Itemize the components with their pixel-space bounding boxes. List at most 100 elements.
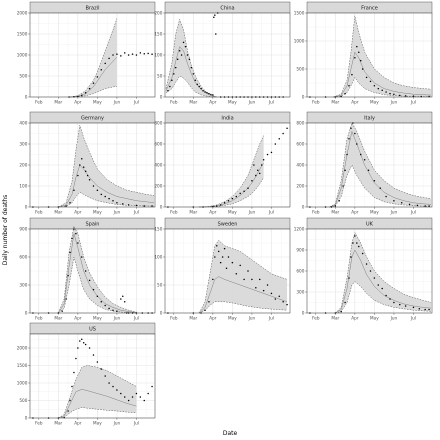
band-upper-line-sweden [198, 239, 288, 314]
data-point-sweden [204, 309, 206, 311]
data-point-sweden [214, 256, 216, 258]
data-point-germany [81, 157, 83, 160]
x-tick-label: May [228, 100, 237, 105]
data-point-brazil [100, 68, 103, 71]
y-tick-label: 0 [25, 95, 28, 100]
band-upper-line-china [165, 18, 217, 98]
band-upper-line-france [333, 15, 432, 98]
data-point-sweden [239, 264, 241, 267]
data-point-india [274, 143, 277, 145]
data-point-germany [100, 193, 103, 196]
y-tick-label: 600 [296, 269, 304, 274]
y-tick-label: 300 [296, 290, 304, 295]
y-tick-label: 0 [25, 416, 28, 421]
data-point-china [212, 94, 214, 96]
data-point-uk [373, 277, 376, 279]
data-point-brazil [120, 55, 122, 57]
data-point-us [151, 385, 153, 388]
data-point-us [79, 340, 81, 342]
band-upper-line-brazil [70, 18, 118, 98]
y-tick-label: 2000 [17, 11, 28, 16]
data-point-china [214, 14, 216, 16]
y-tick-label: 1000 [17, 381, 28, 386]
y-tick-label: 1500 [294, 11, 305, 16]
y-tick-label: 400 [296, 163, 304, 168]
data-point-germany [86, 174, 89, 177]
y-tick-label: 0 [302, 311, 305, 316]
panel-france: France 0 500 1000 1500 Feb Mar Apr May Jun Jul [294, 1, 433, 105]
x-tick-label: Feb [170, 316, 178, 321]
data-point-italy [334, 205, 337, 207]
data-point-us [143, 399, 146, 402]
x-tick-label: Jun [248, 100, 256, 105]
band-lower-line-uk [335, 281, 432, 314]
data-point-germany [73, 189, 75, 191]
data-point-us [75, 357, 77, 360]
y-axis-title: Daily number of deaths [2, 195, 9, 266]
x-tick-label: Jul [133, 100, 139, 105]
data-point-china [176, 58, 179, 60]
x-tick-label: Apr [351, 316, 359, 321]
data-point-france [373, 85, 376, 87]
data-point-spain [61, 310, 63, 312]
data-point-france [399, 94, 401, 97]
y-tick-label: 200 [154, 184, 162, 189]
data-point-us [120, 392, 122, 395]
data-point-italy [342, 185, 344, 187]
data-point-uk [418, 308, 421, 310]
panel-us: US 0 500 1000 1500 2000 Feb Mar Apr May Jun Jul [17, 322, 156, 426]
data-point-germany [104, 195, 106, 198]
data-point-china [173, 73, 175, 75]
data-point-india [231, 197, 234, 200]
y-tick-label: 150 [154, 32, 162, 37]
data-point-us [104, 375, 106, 377]
data-point-brazil [131, 53, 134, 55]
data-point-india [260, 164, 263, 166]
y-tick-label: 200 [296, 184, 304, 189]
data-point-germany [143, 205, 146, 207]
y-tick-label: 0 [160, 95, 163, 100]
data-point-spain [123, 301, 126, 303]
panel-germany: Germany 0 100 200 300 400 Feb Mar Apr May Jun Jul [19, 111, 156, 215]
data-point-uk [365, 263, 368, 265]
band-upper-line-spain [58, 225, 137, 314]
data-point-china [213, 16, 215, 18]
x-tick-label: Feb [35, 100, 43, 105]
panel-italy: Italy 0 200 400 600 800 Feb Mar Apr May Jun Jul [296, 111, 433, 215]
data-point-brazil [123, 52, 126, 54]
band-area-us [58, 365, 137, 418]
y-tick-label: 900 [296, 248, 304, 253]
data-point-germany [79, 164, 81, 166]
x-tick-label: May [93, 421, 102, 426]
data-point-brazil [147, 52, 149, 55]
data-point-italy [428, 205, 430, 207]
band-mid-line-italy [329, 130, 432, 208]
data-point-uk [350, 256, 352, 258]
x-tick-label: Jun [113, 100, 121, 105]
x-tick-label: Jul [410, 100, 416, 105]
y-tick-label: 0 [302, 95, 305, 100]
data-point-china [174, 66, 177, 69]
panel-uk: UK 0 300 600 900 1200 Feb Mar Apr May Jun Jul [294, 217, 433, 321]
panel-china: China 0 50 100 150 200 Feb Mar Apr May Jun Jul [154, 1, 291, 105]
data-point-brazil [151, 53, 153, 55]
data-point-italy [348, 138, 350, 140]
x-tick-label: Jun [390, 316, 398, 321]
band-lower-line-germany [58, 191, 155, 208]
data-point-china [215, 33, 217, 35]
data-point-sweden [258, 278, 261, 281]
data-point-spain [88, 279, 91, 282]
data-point-uk [389, 298, 391, 300]
x-tick-label: May [93, 210, 102, 215]
data-point-spain [120, 298, 122, 300]
x-tick-label: May [370, 210, 379, 215]
band-area-italy [329, 123, 432, 207]
data-point-brazil [139, 52, 142, 54]
data-point-sweden [286, 303, 288, 306]
data-point-china [169, 85, 171, 88]
data-point-uk [361, 252, 364, 255]
strip-label-spain: Spain [86, 222, 100, 228]
data-point-italy [424, 205, 426, 207]
x-tick-label: Feb [35, 210, 43, 215]
band-area-france [333, 15, 432, 97]
